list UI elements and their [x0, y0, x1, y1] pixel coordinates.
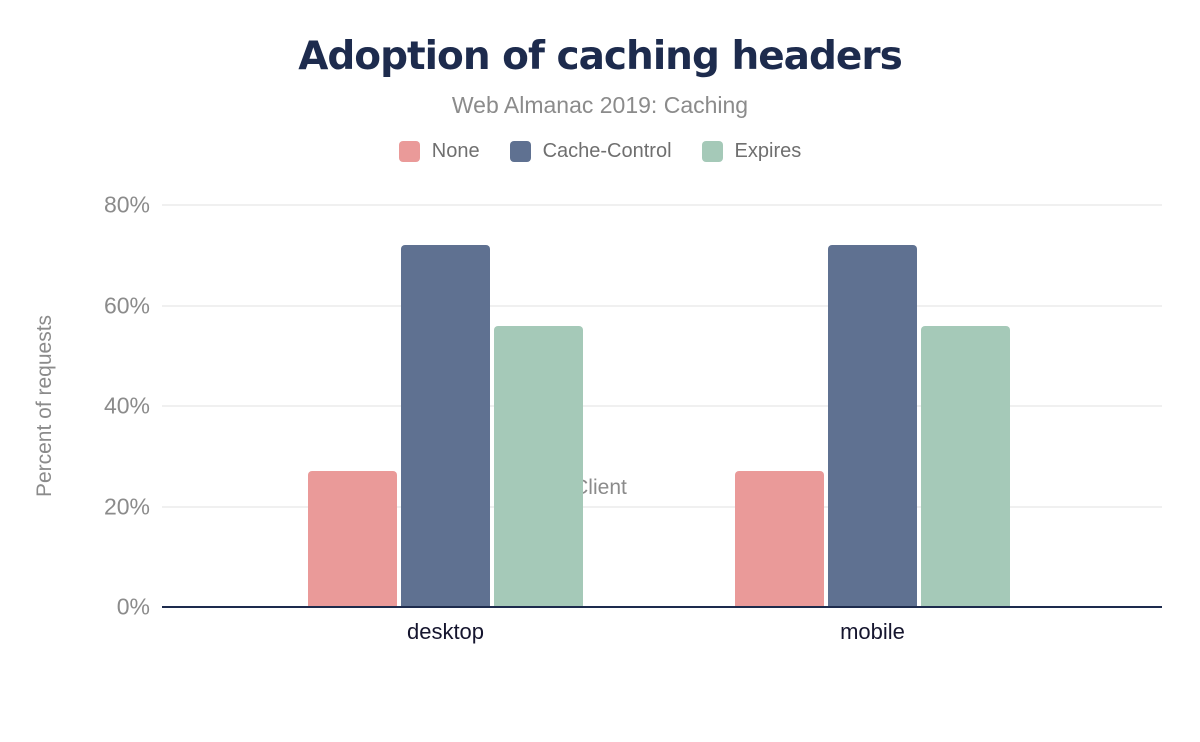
x-category-label-desktop: desktop: [406, 619, 485, 644]
bar-cache-control-mobile: [828, 245, 917, 607]
legend-label-expires: Expires: [734, 140, 802, 162]
gridline-80: [162, 204, 1162, 206]
bar-cache-control-desktop: [401, 245, 490, 607]
bar-expires-desktop: [494, 326, 583, 607]
bar-none-mobile: [735, 471, 824, 607]
legend: None Cache-Control Expires: [0, 140, 1200, 163]
y-tick-label-20: 20%: [103, 493, 150, 519]
bar-group-desktop: [308, 245, 583, 607]
legend-swatch-none: [398, 141, 420, 162]
bar-expires-mobile: [921, 326, 1010, 607]
y-tick-label-60: 60%: [103, 292, 150, 318]
x-category-label-mobile: mobile: [840, 619, 905, 644]
x-axis-baseline: [162, 606, 1162, 608]
legend-swatch-cache-control: [509, 141, 531, 162]
legend-label-none: None: [431, 140, 480, 162]
plot-area: 0% 20% 40% 60% 80% desktop mobile: [104, 192, 1162, 644]
gridline-20: [162, 505, 1162, 508]
y-tick-label-0: 0%: [116, 593, 150, 620]
chart-title: Adoption of caching headers: [298, 34, 903, 79]
bar-none-desktop: [308, 471, 397, 607]
y-tick-label-80: 80%: [103, 191, 150, 218]
bar-group-mobile: [735, 245, 1010, 607]
legend-item-expires: Expires: [701, 140, 802, 163]
legend-swatch-expires: [701, 141, 723, 162]
legend-item-cache-control: Cache-Control: [509, 140, 672, 163]
chart-subtitle: Web Almanac 2019: Caching: [451, 92, 749, 118]
legend-label-cache-control: Cache-Control: [542, 140, 672, 162]
legend-item-none: None: [398, 140, 480, 163]
gridline-40: [162, 405, 1162, 407]
y-tick-label-40: 40%: [103, 392, 150, 419]
gridline-60: [162, 304, 1162, 307]
x-axis-title: Client: [573, 476, 627, 499]
